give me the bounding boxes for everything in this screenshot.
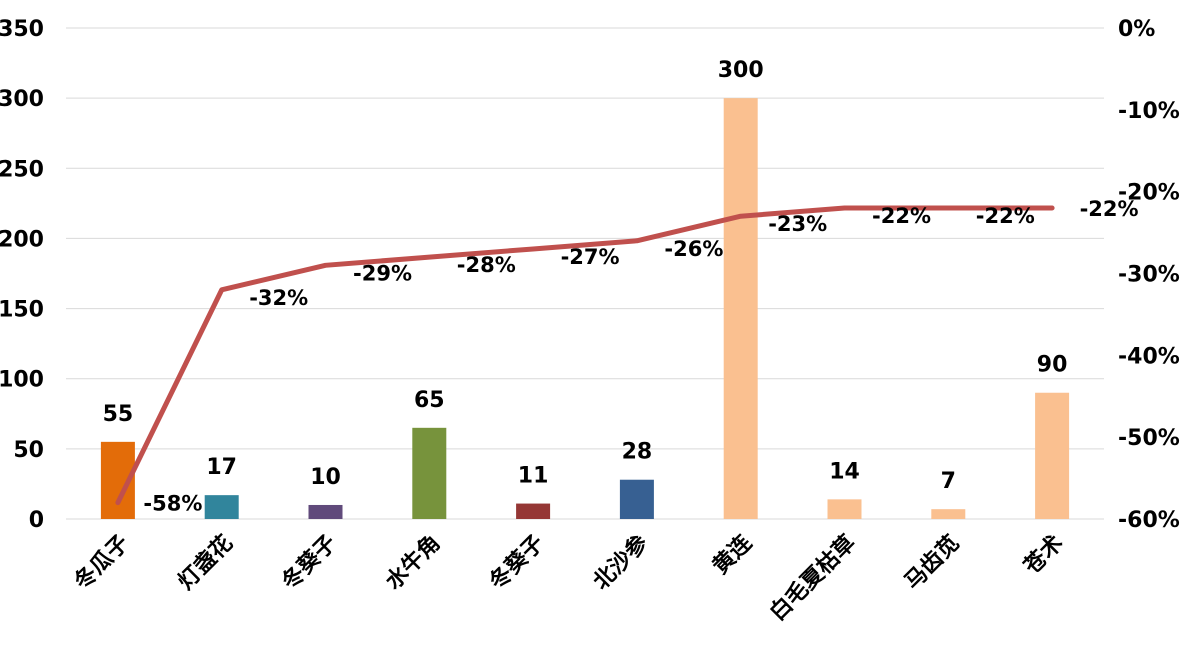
line-value-label: -58% <box>143 492 202 516</box>
category-label: 马齿苋 <box>899 530 964 595</box>
left-axis-tick-label: 250 <box>0 157 44 182</box>
line-value-label: -22% <box>1080 197 1139 221</box>
line-value-label: -26% <box>664 237 723 261</box>
right-axis-tick-label: 0% <box>1118 17 1155 42</box>
right-axis-tick-label: -50% <box>1118 426 1180 451</box>
bar <box>204 495 239 519</box>
bar-value-label: 28 <box>622 440 653 465</box>
gridlines <box>66 27 1104 520</box>
right-axis-tick-label: -40% <box>1118 344 1180 369</box>
left-axis-tick-label: 350 <box>0 17 44 42</box>
category-label: 灯盏花 <box>173 530 238 595</box>
line-value-label: -22% <box>976 204 1035 228</box>
left-axis-tick-label: 200 <box>0 227 44 252</box>
bar-value-label: 17 <box>206 455 237 480</box>
left-axis-tick-label: 150 <box>0 298 44 323</box>
right-axis-tick-label: -20% <box>1118 181 1180 206</box>
bar-value-label: 300 <box>718 58 764 83</box>
bar-value-label: 90 <box>1037 353 1068 378</box>
category-label: 冬瓜子 <box>69 530 134 595</box>
bar <box>827 499 862 519</box>
bar-series <box>100 98 1070 520</box>
bar <box>308 504 343 519</box>
bar-value-label: 7 <box>941 469 956 494</box>
right-axis-tick-label: -10% <box>1118 99 1180 124</box>
left-axis-tick-label: 0 <box>29 508 44 533</box>
right-axis-tick-label: -60% <box>1118 508 1180 533</box>
labels: 0 50 100 150 200 250 300 350 -60% -50% -40% -30% -20… <box>0 17 1180 626</box>
bar <box>412 427 447 519</box>
line-series <box>115 205 1055 506</box>
line-value-label: -23% <box>768 212 827 236</box>
right-axis-tick-label: -30% <box>1118 263 1180 288</box>
category-label: 冬葵子 <box>484 530 549 595</box>
line-path <box>115 205 1055 506</box>
bar-value-label: 14 <box>829 459 860 484</box>
bar <box>619 479 654 519</box>
line-value-label: -32% <box>249 286 308 310</box>
category-label: 水牛角 <box>380 530 445 595</box>
category-label: 北沙参 <box>588 530 653 595</box>
bar-value-label: 10 <box>310 465 341 490</box>
left-axis-tick-label: 300 <box>0 87 44 112</box>
category-label: 黄连 <box>707 529 757 579</box>
category-label: 苍术 <box>1019 531 1069 581</box>
bar <box>723 98 758 520</box>
bar <box>1035 392 1070 519</box>
bar <box>931 509 966 519</box>
category-label: 冬葵子 <box>277 530 342 595</box>
category-label: 白毛夏枯草 <box>765 530 861 626</box>
bar <box>516 503 551 519</box>
left-axis-tick-label: 100 <box>0 368 44 393</box>
line-value-label: -27% <box>561 245 620 269</box>
line-value-label: -22% <box>872 204 931 228</box>
bar-value-label: 55 <box>103 402 134 427</box>
line-value-label: -28% <box>457 253 516 277</box>
bar-value-label: 65 <box>414 388 445 413</box>
bar-value-label: 11 <box>518 464 549 489</box>
left-axis-tick-label: 50 <box>13 438 44 463</box>
line-value-label: -29% <box>353 261 412 285</box>
